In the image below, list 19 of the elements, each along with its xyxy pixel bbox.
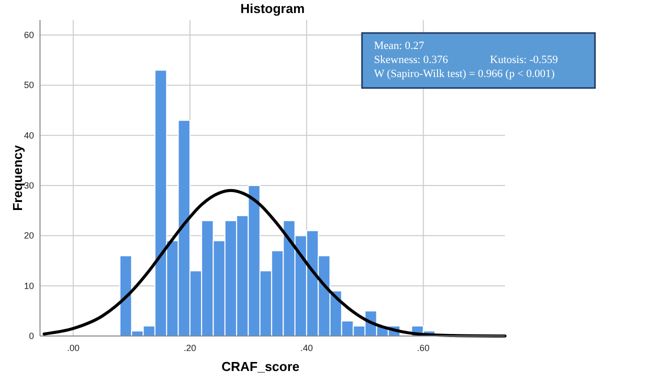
x-tick-label: .00 <box>67 343 80 353</box>
x-axis-title: CRAF_score <box>221 359 300 374</box>
y-tick-label: 50 <box>24 80 34 90</box>
annotation: W (Sapiro-Wilk test) = 0.966 (p < 0.001) <box>374 68 556 80</box>
y-tick-label: 10 <box>24 280 34 291</box>
line-series <box>42 189 506 338</box>
annotation: Skewness: 0.376 <box>374 54 448 66</box>
y-tick-label: 60 <box>24 30 34 40</box>
y-tick-label: 20 <box>24 230 34 241</box>
x-tick-label: .20 <box>184 343 196 353</box>
y-tick-label: 40 <box>24 130 34 140</box>
y-axis-title: Frequency <box>10 144 25 211</box>
chart-title: Histogram <box>240 1 305 16</box>
y-tick-label: 0 <box>28 331 34 341</box>
y-tick-label: 30 <box>24 180 34 191</box>
annotation: Mean: 0.27 <box>374 40 425 52</box>
x-tick-label: .60 <box>417 343 430 353</box>
annotation: Kutosis: -0.559 <box>490 54 558 66</box>
x-tick-label: .40 <box>300 343 313 353</box>
